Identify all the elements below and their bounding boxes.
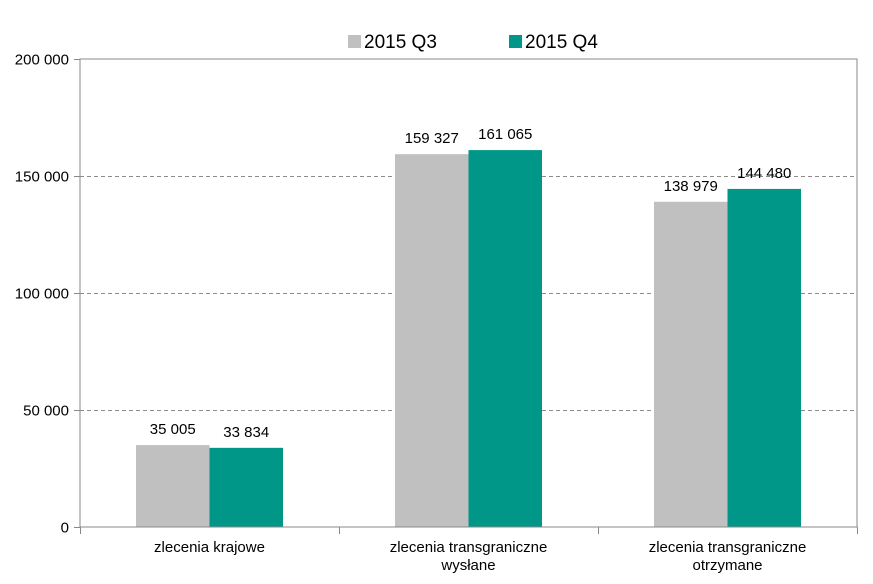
bar	[727, 188, 801, 527]
legend-swatch	[348, 35, 361, 48]
y-tick-label: 200 000	[15, 52, 69, 69]
y-tick-label: 100 000	[15, 286, 69, 303]
legend: 2015 Q3 2015 Q4	[348, 32, 598, 53]
axes: 0 50 000 100 000 150 000 200 000 zlecenia kra…	[15, 52, 858, 574]
x-tick-label: zlecenia transgraniczne otrzymane	[649, 539, 807, 574]
legend-label: 2015 Q4	[525, 32, 598, 53]
bar	[136, 445, 210, 527]
data-label: 161 065	[478, 126, 532, 143]
data-label: 33 834	[223, 424, 269, 441]
data-label: 159 327	[405, 130, 459, 147]
data-label: 138 979	[664, 178, 718, 195]
x-tick-label: zlecenia krajowe	[154, 539, 265, 556]
y-tick-label: 150 000	[15, 169, 69, 186]
x-tick-label: zlecenia transgraniczne wysłane	[390, 539, 548, 574]
legend-label: 2015 Q3	[364, 32, 437, 53]
bar	[395, 154, 469, 528]
legend-swatch	[509, 35, 522, 48]
bar	[468, 150, 542, 527]
data-label: 144 480	[737, 165, 791, 182]
y-tick-label: 50 000	[23, 403, 69, 420]
data-label: 35 005	[150, 421, 196, 438]
y-tick-label: 0	[61, 520, 69, 537]
bars	[136, 150, 801, 528]
bar	[209, 447, 283, 527]
bar	[654, 201, 728, 528]
data-labels: 35 005 159 327 138 979 33 834 161 065 144 480	[150, 126, 792, 441]
